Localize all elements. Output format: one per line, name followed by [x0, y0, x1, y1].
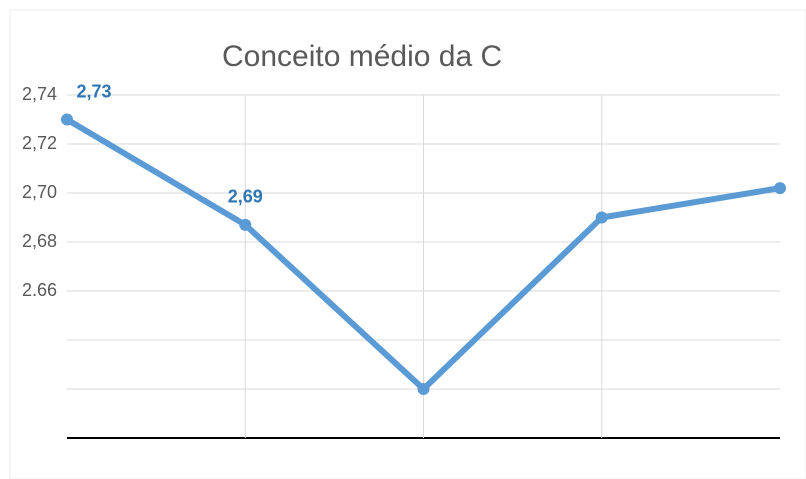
point	[239, 218, 252, 231]
y-tick-label: 2,72	[22, 133, 57, 153]
chart-frame	[9, 9, 806, 479]
y-tick-label: 2,68	[22, 231, 57, 251]
point	[417, 383, 430, 395]
y-tick-label: 2,74	[22, 84, 57, 104]
chart-title: Conceito médio da C	[222, 40, 502, 73]
data-label: 2,69	[228, 187, 263, 207]
point	[595, 211, 608, 224]
data-label: 2,73	[76, 81, 111, 101]
point	[774, 182, 786, 195]
y-tick-label: 2,70	[22, 182, 57, 202]
point	[61, 113, 73, 126]
y-tick-label: 2.66	[22, 280, 57, 300]
